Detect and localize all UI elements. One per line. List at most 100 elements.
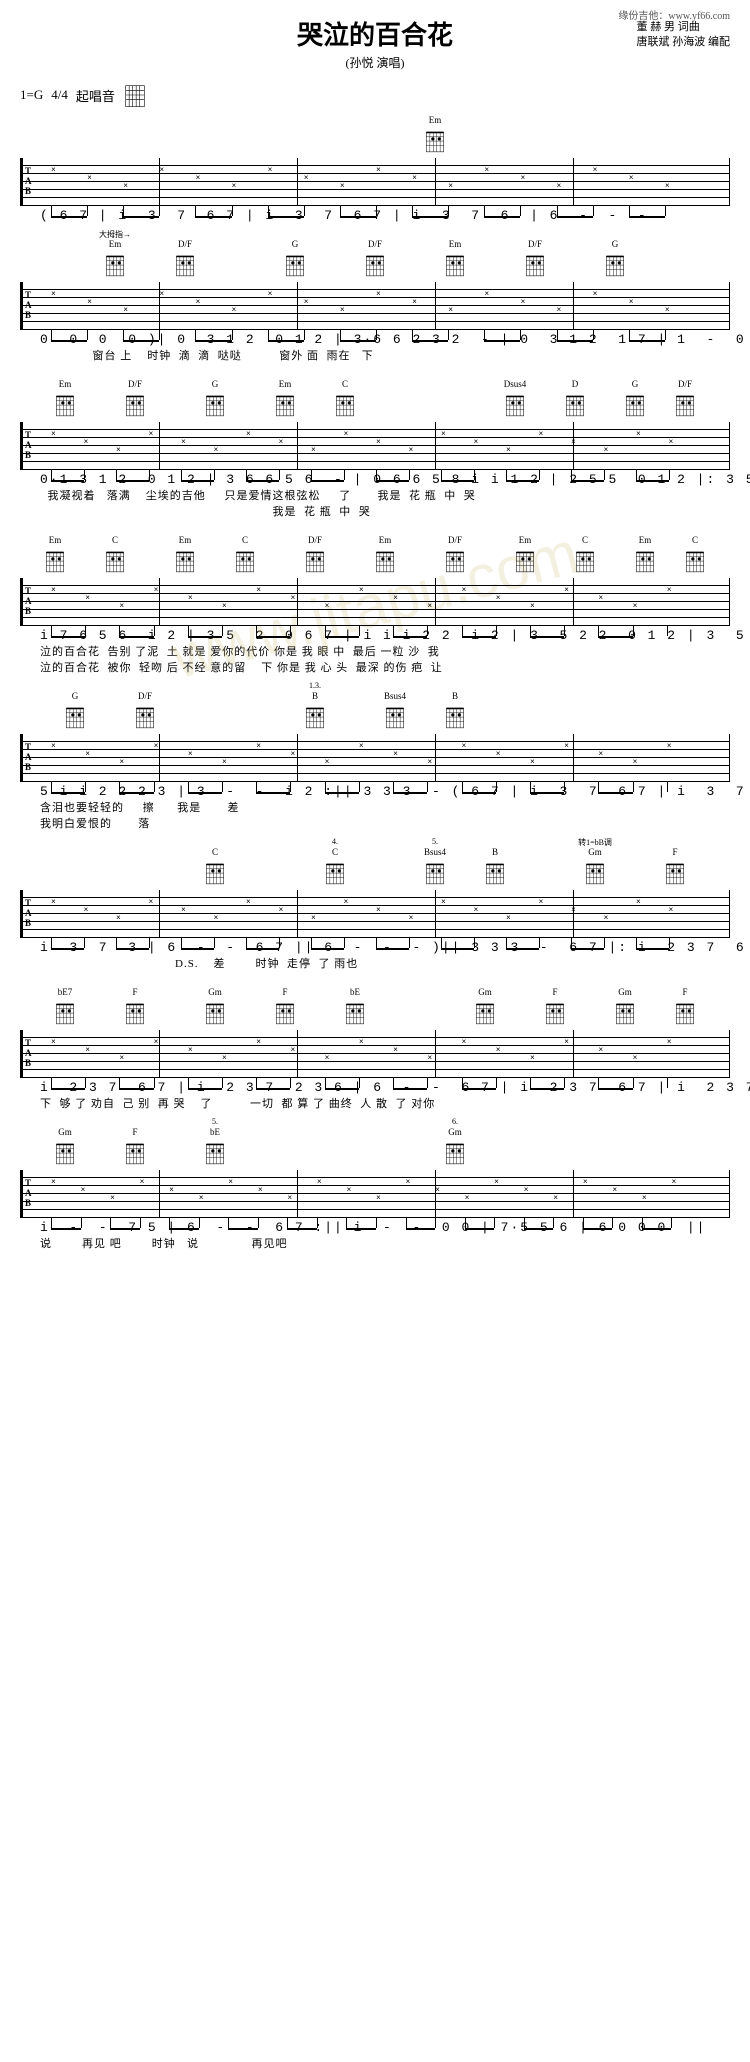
chord-grid-icon: [303, 546, 327, 574]
chord-diagram: D/F: [300, 535, 330, 574]
chord-name: Gm: [618, 987, 632, 997]
lyric-line-alt: 泣的百合花 被你 轻吻 后 不经 意的留 下 你是 我 心 头 最深 的伤 疤 …: [20, 659, 730, 675]
lyric-line: D.S. 差 时钟 走停 了 雨也: [20, 955, 730, 971]
chord-name: Em: [449, 239, 462, 249]
chord-grid-icon: [63, 702, 87, 730]
tab-staff: TAB ××××××××××××××××××: [20, 158, 730, 206]
chord-diagram: D/F: [520, 239, 550, 278]
chord-grid-icon: [383, 702, 407, 730]
tab-system: www.jitapu.com Em C Em C D/F: [20, 534, 730, 675]
chord-name: Em: [429, 115, 442, 125]
chord-name: Gm: [588, 847, 602, 857]
tab-system: Gm F 5. bE 6. Gm TAB ×××××××××××××××××××…: [20, 1126, 730, 1251]
chord-grid-icon: [173, 250, 197, 278]
chord-diagram: G: [280, 239, 310, 278]
chord-grid-icon: [273, 998, 297, 1026]
chord-grid-icon: [423, 126, 447, 154]
chord-name: Gm: [58, 1127, 72, 1137]
start-note: 起唱音: [76, 86, 115, 105]
chord-name: Gm: [208, 987, 222, 997]
chord-diagram: Em: [440, 239, 470, 278]
chord-diagram: Em: [370, 535, 400, 574]
chord-grid-icon: [503, 390, 527, 418]
chord-name: G: [212, 379, 219, 389]
chord-name: F: [682, 987, 687, 997]
key-label: 1=G: [20, 87, 43, 103]
chord-diagram: Em: [420, 115, 450, 154]
chord-name: B: [452, 691, 458, 701]
chord-diagram: F: [660, 847, 690, 886]
chord-grid-icon: [323, 858, 347, 886]
chord-name: F: [282, 987, 287, 997]
chord-grid-icon: [273, 390, 297, 418]
chord-grid-icon: [303, 702, 327, 730]
lyric-line-alt: 我明白爱恨的 落: [20, 815, 730, 831]
credit-arranger: 唐联斌 孙海波 编配: [637, 35, 731, 50]
tab-staff: TAB ×××××××××××××××××××: [20, 578, 730, 626]
chord-grid-icon: [373, 546, 397, 574]
chord-name: D/F: [368, 239, 382, 249]
chord-row: Em C Em C D/F Em: [20, 534, 730, 574]
chord-grid-icon: [343, 998, 367, 1026]
chord-row: Em D/F G Em C Dsus4: [20, 378, 730, 418]
chord-name: bE7: [58, 987, 73, 997]
lyric-line: 泣的百合花 告别 了泥 土 就是 爱你的代价 你是 我 眼 中 最后 一粒 沙 …: [20, 643, 730, 659]
chord-grid-icon: [633, 546, 657, 574]
chord-name: F: [132, 1127, 137, 1137]
start-chord-icon: [123, 81, 147, 109]
chord-grid-icon: [123, 390, 147, 418]
chord-name: G: [612, 239, 619, 249]
chord-row: bE7 F Gm F bE Gm: [20, 986, 730, 1026]
chord-name: G: [72, 691, 79, 701]
lyric-line: 含泪也要轻轻的 擦 我是 差: [20, 799, 730, 815]
chord-diagram: C: [680, 535, 710, 574]
chord-name: D/F: [308, 535, 322, 545]
chord-grid-icon: [103, 546, 127, 574]
chord-name: C: [242, 535, 248, 545]
tab-system: G D/F 1.3. B Bsus4 B TAB ×××××××××××××××: [20, 690, 730, 831]
chord-name: bE: [210, 1127, 220, 1137]
chord-diagram: G: [620, 379, 650, 418]
chord-diagram: B: [440, 691, 470, 730]
chord-row: 大拇指→ Em D/F G D/F Em D/F: [20, 238, 730, 278]
tab-staff: TAB ××××××××××××××××××××: [20, 422, 730, 470]
chord-grid-icon: [53, 998, 77, 1026]
chord-name: F: [132, 987, 137, 997]
chord-diagram: Gm: [470, 987, 500, 1026]
chord-name: D/F: [128, 379, 142, 389]
song-subtitle: (孙悦 演唱): [20, 54, 730, 71]
chord-grid-icon: [603, 250, 627, 278]
chord-name: D/F: [528, 239, 542, 249]
chord-name: B: [312, 691, 318, 701]
lyric-line: 下 够 了 劝自 己 别 再 哭 了 一切 都 算 了 曲终 人 散 了 对你: [20, 1095, 730, 1111]
chord-diagram: Gm: [200, 987, 230, 1026]
chord-diagram: Bsus4: [380, 691, 410, 730]
chord-diagram: 大拇指→ Em: [100, 239, 130, 278]
chord-diagram: 5. bE: [200, 1127, 230, 1166]
chord-grid-icon: [283, 250, 307, 278]
chord-diagram: G: [600, 239, 630, 278]
chord-name: C: [332, 847, 338, 857]
chord-grid-icon: [103, 250, 127, 278]
chord-name: Em: [59, 379, 72, 389]
chord-name: C: [112, 535, 118, 545]
chord-grid-icon: [173, 546, 197, 574]
tab-staff: TAB ××××××××××××××××××××: [20, 890, 730, 938]
tab-system: C 4. C 5. Bsus4 B 转1=bB调 Gm F: [20, 846, 730, 971]
chord-diagram: 转1=bB调 Gm: [580, 847, 610, 886]
chord-diagram: D/F: [440, 535, 470, 574]
chord-name: bE: [350, 987, 360, 997]
chord-grid-icon: [483, 858, 507, 886]
chord-grid-icon: [443, 250, 467, 278]
chord-name: Bsus4: [384, 691, 406, 701]
tab-staff: TAB ××××××××××××××××××: [20, 282, 730, 330]
lyric-line: 窗台 上 时钟 滴 滴 哒哒 窗外 面 雨在 下: [20, 347, 730, 363]
chord-grid-icon: [473, 998, 497, 1026]
chord-name: Dsus4: [504, 379, 527, 389]
chord-diagram: bE7: [50, 987, 80, 1026]
chord-grid-icon: [523, 250, 547, 278]
chord-grid-icon: [53, 1138, 77, 1166]
chord-diagram: F: [120, 1127, 150, 1166]
chord-row: G D/F 1.3. B Bsus4 B: [20, 690, 730, 730]
chord-diagram: F: [270, 987, 300, 1026]
